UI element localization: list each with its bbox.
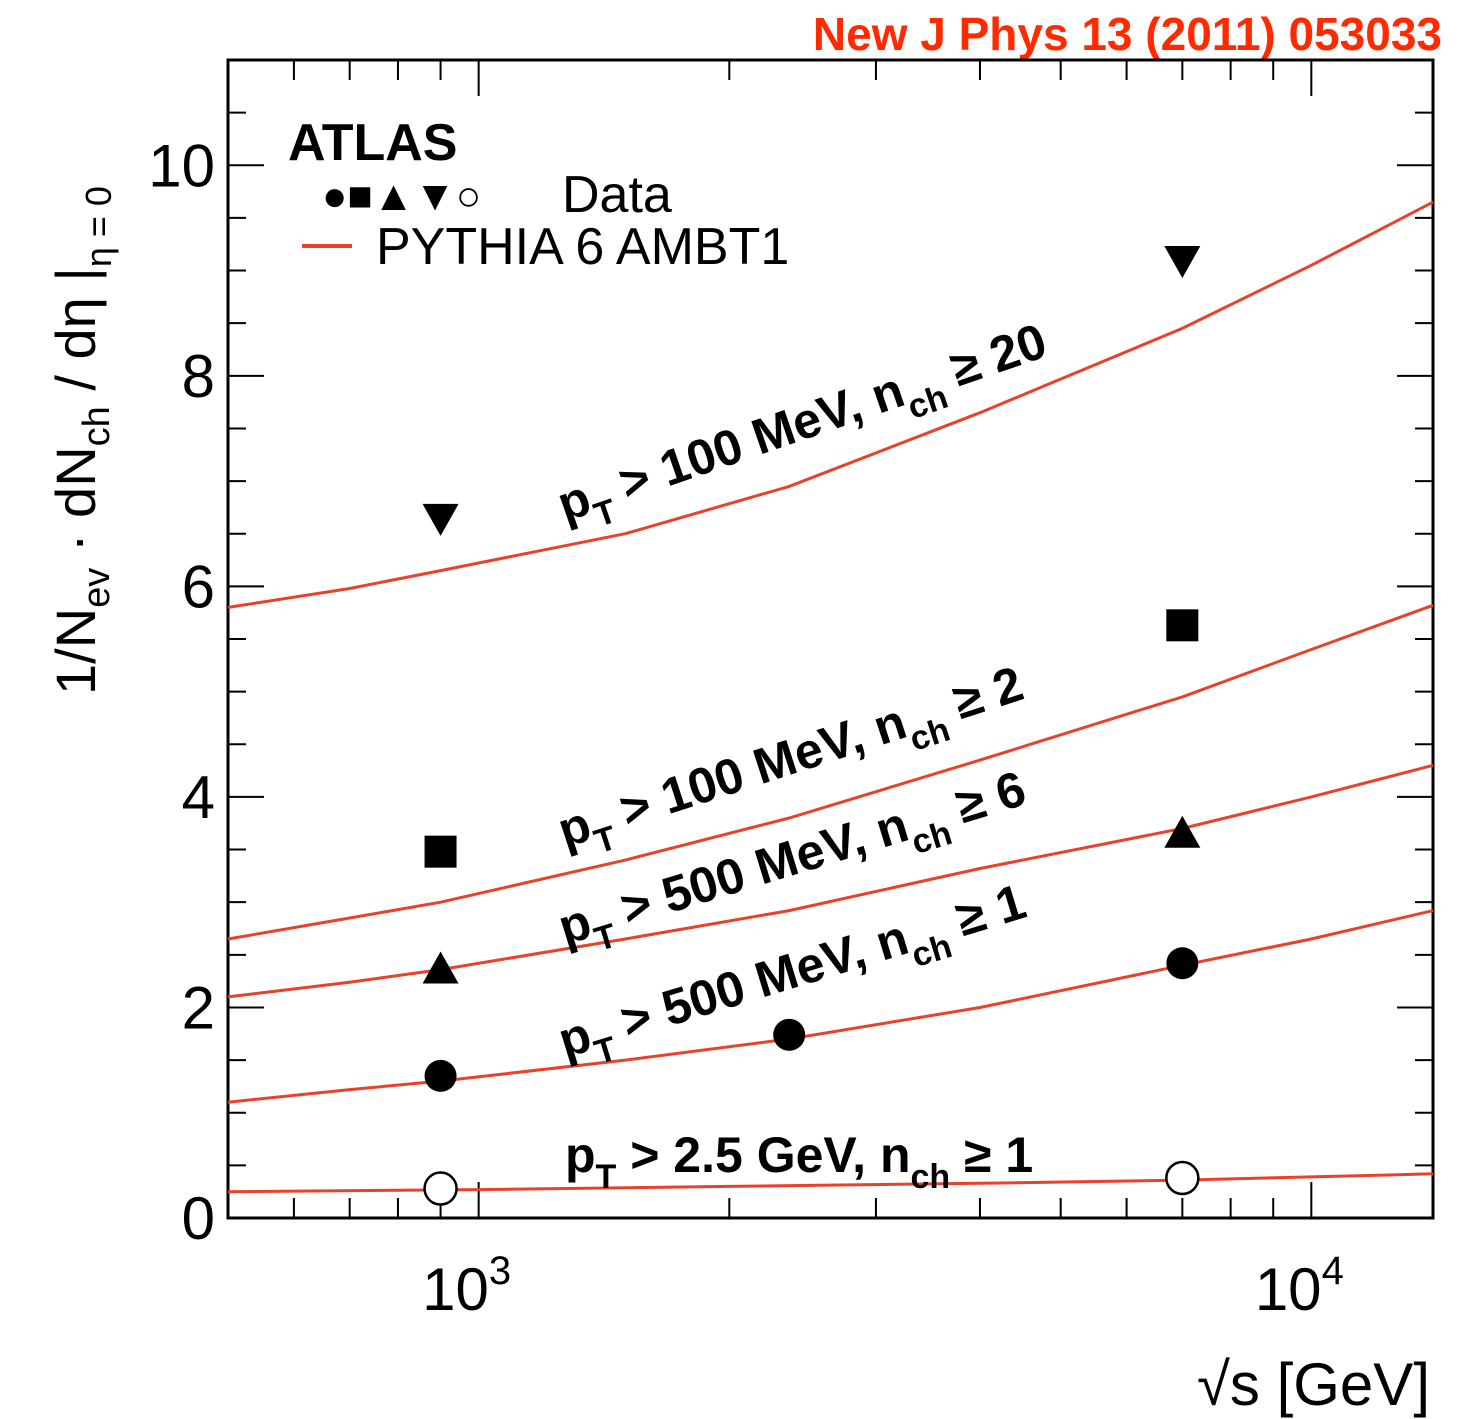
- y-tick-label: 8: [182, 343, 215, 410]
- y-axis-title: 1/Nev · dNch / dη |η = 0: [44, 186, 119, 695]
- legend: ATLAS ●■▲▼○ Data PYTHIA 6 AMBT1: [288, 114, 789, 276]
- legend-data-symbols: ●■▲▼○: [322, 172, 481, 219]
- data-point-3-1: [1166, 609, 1199, 642]
- data-markers: [422, 246, 1201, 1206]
- x-tick-label: 104: [1255, 1249, 1344, 1323]
- pythia-curve-3: [227, 603, 1434, 941]
- pythia-curve-4: [227, 200, 1434, 609]
- data-point-4-1: [1164, 246, 1201, 279]
- pythia-curve-0: [227, 1172, 1434, 1194]
- x-axis-title: √s [GeV]: [1197, 1351, 1430, 1418]
- data-point-4-0: [422, 503, 459, 536]
- pythia-curve-2: [227, 763, 1434, 999]
- legend-model-label: PYTHIA 6 AMBT1: [376, 218, 789, 276]
- legend-data-label: Data: [562, 166, 672, 224]
- data-point-0-0: [423, 1171, 458, 1206]
- data-point-2-1: [1164, 815, 1201, 848]
- x-tick-label: 103: [422, 1249, 511, 1323]
- y-axis-ticks: 0 2 4 6 8 10: [148, 59, 1433, 1252]
- pythia-curves: [227, 200, 1434, 1194]
- legend-experiment: ATLAS: [288, 114, 457, 172]
- cut-label-4: pT > 100 MeV, nch ≥ 20: [550, 313, 1057, 545]
- data-point-2-0: [422, 951, 459, 984]
- data-point-1-2: [1166, 947, 1199, 980]
- y-tick-label: 4: [182, 764, 215, 831]
- cut-label-0: pT > 2.5 GeV, nch ≥ 1: [565, 1127, 1033, 1196]
- x-axis-ticks: 103 104: [227, 60, 1344, 1323]
- y-tick-label: 10: [148, 132, 215, 199]
- data-point-3-0: [424, 835, 457, 868]
- y-tick-label: 2: [182, 974, 215, 1041]
- data-point-1-1: [773, 1018, 806, 1051]
- cut-labels: pT > 2.5 GeV, nch ≥ 1pT > 500 MeV, nch ≥…: [550, 313, 1057, 1196]
- y-tick-label: 0: [182, 1185, 215, 1252]
- citation: New J Phys 13 (2011) 053033: [813, 8, 1442, 60]
- y-tick-label: 6: [182, 553, 215, 620]
- data-point-0-1: [1165, 1160, 1200, 1196]
- data-point-1-0: [424, 1059, 457, 1092]
